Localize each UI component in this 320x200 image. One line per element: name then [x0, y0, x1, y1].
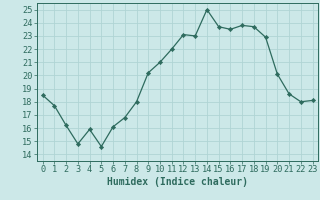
X-axis label: Humidex (Indice chaleur): Humidex (Indice chaleur): [107, 177, 248, 187]
